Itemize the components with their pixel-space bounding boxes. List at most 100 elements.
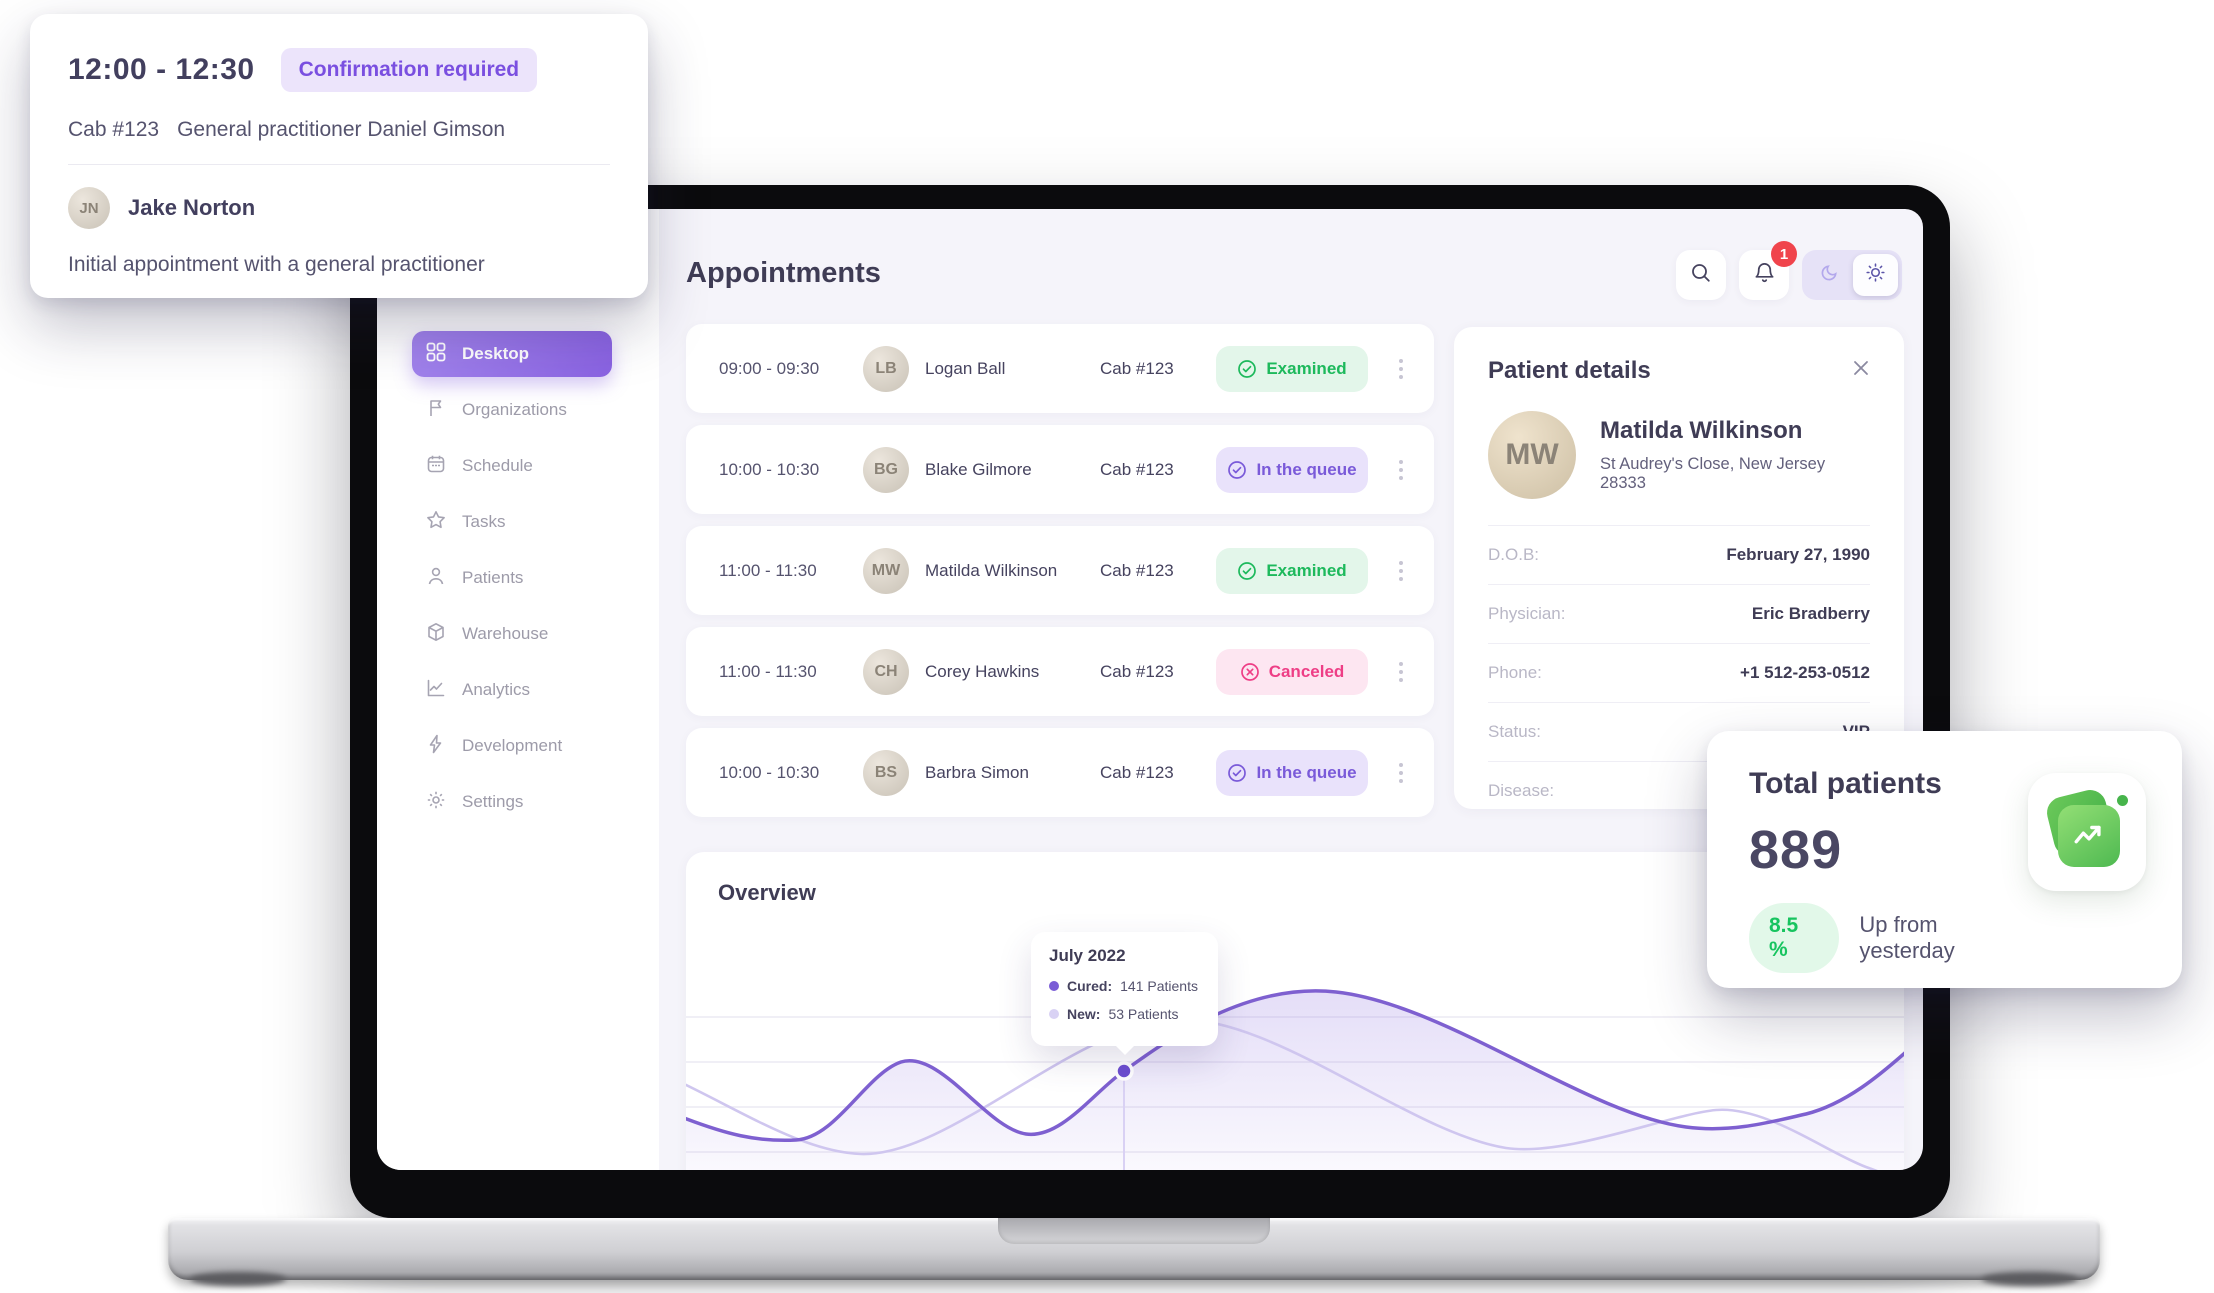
sidebar-item-label: Analytics — [462, 680, 531, 699]
patient-name: Logan Ball — [925, 358, 1006, 378]
patients-area-chart — [686, 989, 1904, 1170]
sidebar-item-settings[interactable]: Settings — [412, 779, 637, 825]
dark-mode-toggle[interactable] — [1806, 254, 1851, 296]
laptop-base — [168, 1218, 2100, 1286]
patient-name: Matilda Wilkinson — [1600, 417, 1803, 444]
avatar: BS — [863, 749, 909, 796]
status-badge: In the queue — [1216, 749, 1368, 796]
patient-name: Jake Norton — [128, 195, 256, 220]
laptop-mockup: Desktop Organizations Schedule Tasks Pat… — [350, 185, 1950, 1218]
cured-dot — [1049, 981, 1059, 991]
practitioner-name: General practitioner Daniel Gimson — [177, 118, 506, 141]
patient-field-phone: Phone: +1 512-253-0512 — [1488, 643, 1870, 702]
notifications-button[interactable]: 1 — [1739, 241, 1797, 300]
patient-name: Blake Gilmore — [925, 459, 1032, 479]
sidebar-item-organizations[interactable]: Organizations — [412, 387, 637, 433]
bell-icon — [1753, 261, 1776, 289]
patient-address: St Audrey's Close, New Jersey 28333 — [1600, 455, 1826, 492]
delta-badge: 8.5 % — [1749, 903, 1840, 973]
patient-field-dob: D.O.B: February 27, 1990 — [1488, 525, 1870, 584]
flag-icon — [426, 398, 446, 423]
appointment-time: 11:00 - 11:30 — [719, 560, 817, 580]
total-patients-card: Total patients 889 8.5 % Up from yesterd… — [1707, 731, 2182, 988]
search-button[interactable] — [1676, 250, 1726, 300]
chart-marker-dot — [1114, 1061, 1134, 1081]
sidebar-item-label: Tasks — [462, 512, 506, 531]
sidebar-item-desktop[interactable]: Desktop — [412, 331, 612, 377]
zap-icon — [426, 734, 446, 759]
cab-number: Cab #123 — [1100, 358, 1174, 378]
avatar: CH — [863, 648, 909, 695]
cab-number: Cab #123 — [1100, 459, 1174, 479]
star-icon — [426, 510, 446, 535]
row-menu-button[interactable] — [1388, 454, 1414, 486]
avatar: LB — [863, 345, 909, 392]
panel-title: Patient details — [1488, 357, 1651, 384]
grid-icon — [426, 342, 446, 367]
laptop-foot — [190, 1272, 286, 1286]
patient-name: Matilda Wilkinson — [925, 560, 1058, 580]
appointment-row[interactable]: 11:00 - 11:30 CH Corey Hawkins Cab #123 … — [686, 627, 1434, 716]
notification-badge: 1 — [1771, 241, 1797, 267]
row-menu-button[interactable] — [1388, 656, 1414, 688]
avatar: BG — [863, 446, 909, 493]
cab-number: Cab #123 — [1100, 560, 1174, 580]
cab-number: Cab #123 — [1100, 762, 1174, 782]
check-circle-icon — [1228, 763, 1247, 782]
total-patients-value: 889 — [1749, 820, 1843, 880]
status-badge: Examined — [1216, 547, 1368, 594]
sidebar-item-label: Schedule — [462, 456, 533, 475]
divider — [68, 164, 610, 165]
status-badge: Examined — [1216, 345, 1368, 392]
appointment-time: 09:00 - 09:30 — [719, 358, 820, 378]
calendar-icon — [426, 454, 446, 479]
trend-icon-box — [2028, 773, 2146, 891]
patient-name: Barbra Simon — [925, 762, 1029, 782]
patient-avatar: JN — [68, 187, 110, 229]
sidebar-item-development[interactable]: Development — [412, 723, 637, 769]
close-icon[interactable] — [1846, 353, 1876, 388]
tooltip-month: July 2022 — [1049, 946, 1126, 965]
status-badge: In the queue — [1216, 446, 1368, 493]
sidebar-item-schedule[interactable]: Schedule — [412, 443, 637, 489]
sidebar-item-label: Patients — [462, 568, 524, 587]
new-dot — [1049, 1009, 1059, 1019]
appointment-time: 10:00 - 10:30 — [719, 459, 820, 479]
cab-number: Cab #123 — [68, 118, 160, 141]
status-badge: Canceled — [1216, 648, 1368, 695]
appointment-time: 10:00 - 10:30 — [719, 762, 820, 782]
chart-icon — [426, 678, 446, 703]
appointment-row[interactable]: 10:00 - 10:30 BG Blake Gilmore Cab #123 … — [686, 425, 1434, 514]
theme-toggle — [1802, 250, 1902, 300]
appointment-time-range: 12:00 - 12:30 — [68, 53, 255, 86]
light-mode-toggle[interactable] — [1853, 254, 1898, 296]
check-circle-icon — [1238, 359, 1257, 378]
sidebar-item-tasks[interactable]: Tasks — [412, 499, 637, 545]
patient-name: Corey Hawkins — [925, 661, 1040, 681]
overview-card: Overview Cured patients — [686, 852, 1904, 1170]
tooltip-cured-row: Cured: 141 Patients — [1049, 978, 1200, 994]
sidebar: Desktop Organizations Schedule Tasks Pat… — [377, 209, 659, 1170]
chart-tooltip: July 2022 Cured: 141 Patients New: 53 Pa… — [1031, 932, 1218, 1046]
sidebar-item-warehouse[interactable]: Warehouse — [412, 611, 637, 657]
appointment-row[interactable]: 11:00 - 11:30 MW Matilda Wilkinson Cab #… — [686, 526, 1434, 615]
sidebar-item-label: Desktop — [462, 344, 530, 363]
app-screen: Desktop Organizations Schedule Tasks Pat… — [377, 209, 1923, 1170]
patient-profile: MW Matilda Wilkinson St Audrey's Close, … — [1488, 411, 1870, 525]
cab-number: Cab #123 — [1100, 661, 1174, 681]
check-circle-icon — [1228, 460, 1247, 479]
appointment-row[interactable]: 09:00 - 09:30 LB Logan Ball Cab #123 Exa… — [686, 324, 1434, 413]
check-circle-icon — [1238, 561, 1257, 580]
appointment-popup-card: 12:00 - 12:30 Confirmation required Cab … — [30, 14, 648, 298]
row-menu-button[interactable] — [1388, 353, 1414, 385]
confirmation-badge: Confirmation required — [280, 48, 538, 92]
sidebar-item-patients[interactable]: Patients — [412, 555, 637, 601]
sidebar-item-analytics[interactable]: Analytics — [412, 667, 637, 713]
gear-icon — [426, 790, 446, 815]
row-menu-button[interactable] — [1388, 757, 1414, 789]
sidebar-item-label: Organizations — [462, 400, 567, 419]
row-menu-button[interactable] — [1388, 555, 1414, 587]
appointment-row[interactable]: 10:00 - 10:30 BS Barbra Simon Cab #123 I… — [686, 728, 1434, 817]
page-title: Appointments — [686, 257, 881, 289]
box-icon — [426, 622, 446, 647]
